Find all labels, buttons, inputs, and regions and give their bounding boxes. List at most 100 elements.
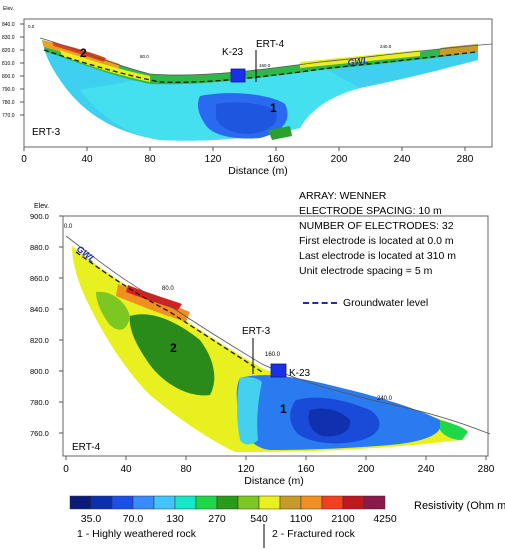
top-section-label: ERT-3 (32, 127, 61, 138)
top-yellow-layer-left (60, 50, 150, 82)
scale-value-label: 4250 (373, 513, 397, 525)
top-profile-label: 240.0 (380, 44, 392, 49)
top-x-tick-label: 200 (331, 154, 348, 165)
color-swatch (300, 495, 323, 510)
top-surface-line (39, 37, 493, 76)
bottom-profile-label: 240.0 (377, 396, 393, 402)
top-borehole-k23-label: K-23 (222, 47, 244, 58)
top-y-tick-label: 770.0 (2, 113, 15, 119)
color-swatch (174, 495, 197, 510)
bottom-profile-label: 80.0 (162, 286, 174, 292)
top-y-tick-label: 780.0 (2, 100, 15, 106)
color-swatch (69, 495, 92, 510)
top-elev-label: Elev. (3, 6, 14, 12)
top-x-tick-label: 120 (205, 154, 222, 165)
info-line-array: ARRAY: WENNER (299, 190, 387, 202)
bottom-resistivity-body (72, 246, 468, 452)
top-x-tick-label: 280 (457, 154, 474, 165)
bottom-green-fringe-right (440, 420, 468, 440)
top-y-tick-label: 810.0 (2, 61, 15, 67)
top-x-tick-label: 240 (394, 154, 411, 165)
bottom-profile-label: 160.0 (265, 352, 281, 358)
top-x-tick-label: 40 (81, 154, 93, 165)
top-gwl-label: GWL (347, 55, 369, 68)
top-groundwater-line (43, 49, 477, 83)
bottom-light-green-left (96, 291, 130, 330)
scale-value-label: 130 (166, 513, 184, 525)
top-zone-1-inner (216, 102, 277, 134)
top-x-ticks (23, 147, 466, 151)
top-borehole-k23-marker (230, 68, 246, 83)
bottom-surface-line (65, 235, 491, 435)
bottom-y-tick-label: 800.0 (30, 367, 49, 376)
survey-info-box: ARRAY: WENNER ELECTRODE SPACING: 10 m NU… (299, 189, 456, 279)
resistivity-title: Resistivity (Ohm m) (414, 500, 505, 512)
top-plot-frame (23, 18, 493, 148)
bottom-cyan-band (237, 377, 262, 445)
top-brown-layer-right (440, 44, 478, 55)
scale-value-label: 70.0 (123, 513, 144, 525)
color-swatch (279, 495, 302, 510)
top-red-layer (52, 42, 106, 62)
top-profile-label: 80.0 (140, 54, 149, 59)
top-x-tick-label: 160 (268, 154, 285, 165)
caption-zone-1: 1 - Highly weathered rock (77, 528, 197, 540)
color-swatch (237, 495, 260, 510)
bottom-x-axis-label: Distance (m) (244, 475, 304, 487)
scale-value-label: 1100 (290, 513, 313, 525)
bottom-x-tick-label: 40 (120, 464, 132, 475)
bottom-y-tick-label: 780.0 (30, 398, 49, 407)
bottom-y-tick-label: 880.0 (30, 243, 49, 252)
top-zone-label-2: 2 (80, 46, 87, 60)
color-swatch (111, 495, 134, 510)
top-zone-label-1: 1 (270, 101, 277, 115)
color-swatch (342, 495, 365, 510)
bottom-x-tick-label: 80 (180, 464, 192, 475)
color-swatch (363, 495, 386, 510)
color-swatch (90, 495, 113, 510)
bottom-y-tick-label: 900.0 (30, 212, 49, 221)
bottom-x-tick-label: 160 (298, 464, 315, 475)
color-swatch (195, 495, 218, 510)
bottom-borehole-k23-marker (270, 363, 287, 378)
scale-value-label: 540 (250, 513, 268, 525)
info-line-unit-spacing: Unit electrode spacing = 5 m (299, 265, 433, 277)
bottom-groundwater-line (75, 251, 263, 373)
bottom-y-tick-label: 760.0 (30, 429, 49, 438)
bottom-zone-2 (129, 314, 215, 396)
top-y-tick-label: 820.0 (2, 48, 15, 54)
bottom-x-tick-label: 200 (358, 464, 375, 475)
top-profile-label: 160.0 (259, 63, 271, 68)
bottom-x-ticks (65, 456, 487, 460)
top-profile-label: 0.0 (28, 24, 35, 29)
info-line-first-electrode: First electrode is located at 0.0 m (299, 235, 454, 247)
top-section: Elev. 840.0 830.0 820.0 810.0 800.0 790.… (2, 6, 493, 177)
bottom-x-tick-label: 240 (418, 464, 435, 475)
top-ert4-label: ERT-4 (256, 39, 285, 50)
groundwater-legend-label: Groundwater level (343, 297, 429, 309)
bottom-borehole-k23-label: K-23 (289, 368, 311, 379)
top-x-tick-label: 0 (21, 154, 27, 165)
bottom-section-label: ERT-4 (72, 442, 101, 453)
top-x-tick-label: 80 (144, 154, 156, 165)
top-y-tick-label: 830.0 (2, 35, 15, 41)
color-swatch (153, 495, 176, 510)
scale-value-label: 270 (208, 513, 226, 525)
scale-value-label: 2100 (331, 513, 355, 525)
groundwater-legend: Groundwater level (303, 297, 428, 309)
bottom-y-tick-label: 820.0 (30, 336, 49, 345)
top-y-tick-label: 840.0 (2, 22, 15, 28)
bottom-y-ticks (59, 215, 63, 434)
bottom-plot-frame (62, 215, 489, 457)
color-swatch (216, 495, 239, 510)
color-swatch (321, 495, 344, 510)
bottom-x-tick-label: 120 (238, 464, 255, 475)
bottom-zone-label-2: 2 (170, 341, 177, 355)
info-line-spacing: ELECTRODE SPACING: 10 m (299, 205, 442, 217)
color-swatch (132, 495, 155, 510)
scale-value-label: 35.0 (81, 513, 102, 525)
bottom-section: Elev. 900.0 880.0 860.0 840.0 820.0 800.… (30, 203, 495, 487)
top-x-axis-label: Distance (m) (228, 165, 288, 177)
info-line-last-electrode: Last electrode is located at 310 m (299, 250, 457, 262)
